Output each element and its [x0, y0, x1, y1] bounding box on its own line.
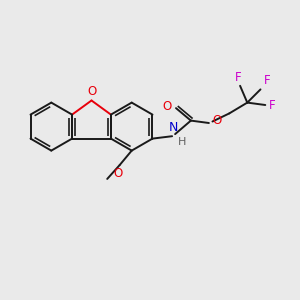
- Text: O: O: [87, 85, 96, 98]
- Text: O: O: [114, 167, 123, 179]
- Text: F: F: [263, 74, 270, 87]
- Text: N: N: [169, 121, 178, 134]
- Text: F: F: [269, 98, 275, 112]
- Text: H: H: [178, 136, 186, 147]
- Text: O: O: [162, 100, 172, 113]
- Text: F: F: [235, 71, 242, 84]
- Text: O: O: [212, 114, 222, 127]
